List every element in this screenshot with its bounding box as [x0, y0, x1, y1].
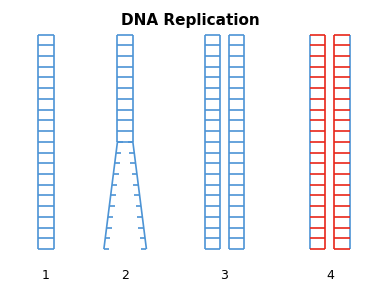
- Text: 2: 2: [121, 269, 129, 282]
- Text: 4: 4: [326, 269, 334, 282]
- Text: DNA Replication: DNA Replication: [120, 13, 260, 28]
- Text: 3: 3: [220, 269, 228, 282]
- Text: 1: 1: [42, 269, 50, 282]
